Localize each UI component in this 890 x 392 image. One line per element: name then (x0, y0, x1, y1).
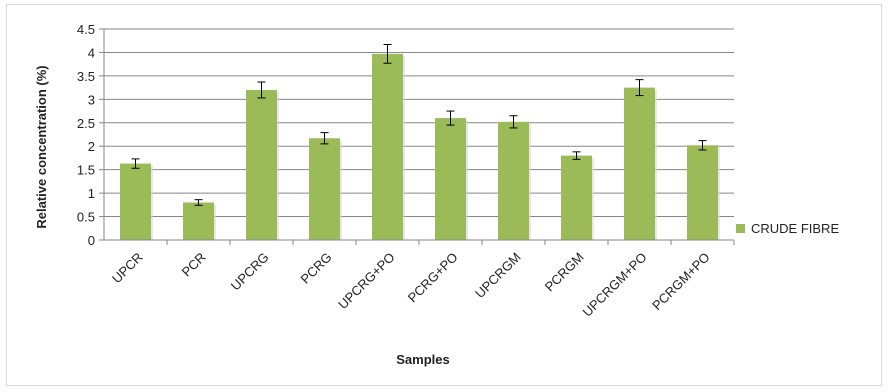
y-tick-label: 1.5 (77, 163, 95, 178)
y-tick-label: 0 (88, 233, 95, 248)
y-axis-title: Relative concentration (%) (34, 65, 49, 228)
x-tick-label: PCRG (297, 250, 334, 287)
x-tick-label: PCR (179, 250, 209, 280)
y-tick-label: 1 (88, 186, 95, 201)
bar (435, 118, 466, 240)
bars (120, 53, 720, 241)
bar (372, 53, 403, 241)
y-tick-label: 4 (88, 45, 95, 60)
x-tick-labels: UPCR PCR UPCRG PCRG UPCRG+PO PCRG+PO UPCRGM PCR… (109, 250, 713, 320)
x-tick-label: PCRGM (542, 250, 587, 295)
y-tick-label: 3.5 (77, 69, 95, 84)
legend: CRUDE FIBRE (736, 221, 839, 236)
y-tick-label: 2 (88, 139, 95, 154)
bar (309, 138, 340, 240)
bar (561, 155, 592, 240)
x-tick-label: UPCRG (228, 250, 272, 294)
bar (183, 202, 214, 240)
bar (120, 163, 151, 240)
y-tick-label: 0.5 (77, 210, 95, 225)
bar (246, 89, 277, 240)
x-tick-label: UPCR (109, 250, 146, 287)
bar (498, 121, 529, 240)
legend-swatch (736, 224, 745, 233)
x-tick-label: UPCRG+PO (335, 250, 397, 312)
x-axis-title: Samples (396, 352, 449, 367)
x-tick-label: UPCRGM+PO (580, 250, 650, 320)
x-tick-label: PCRG+PO (405, 250, 461, 306)
bar (624, 87, 655, 240)
x-tick-label: UPCRGM (472, 250, 523, 301)
y-tick-label: 4.5 (77, 22, 95, 37)
x-tick-label: PCRGM+PO (649, 250, 712, 313)
bar (687, 145, 718, 240)
y-tick-labels: 0 0.5 1 1.5 2 2.5 3 3.5 4 4.5 (77, 22, 95, 248)
legend-label: CRUDE FIBRE (751, 221, 839, 236)
y-tick-label: 2.5 (77, 116, 95, 131)
y-tick-label: 3 (88, 92, 95, 107)
error-bars (131, 43, 707, 206)
